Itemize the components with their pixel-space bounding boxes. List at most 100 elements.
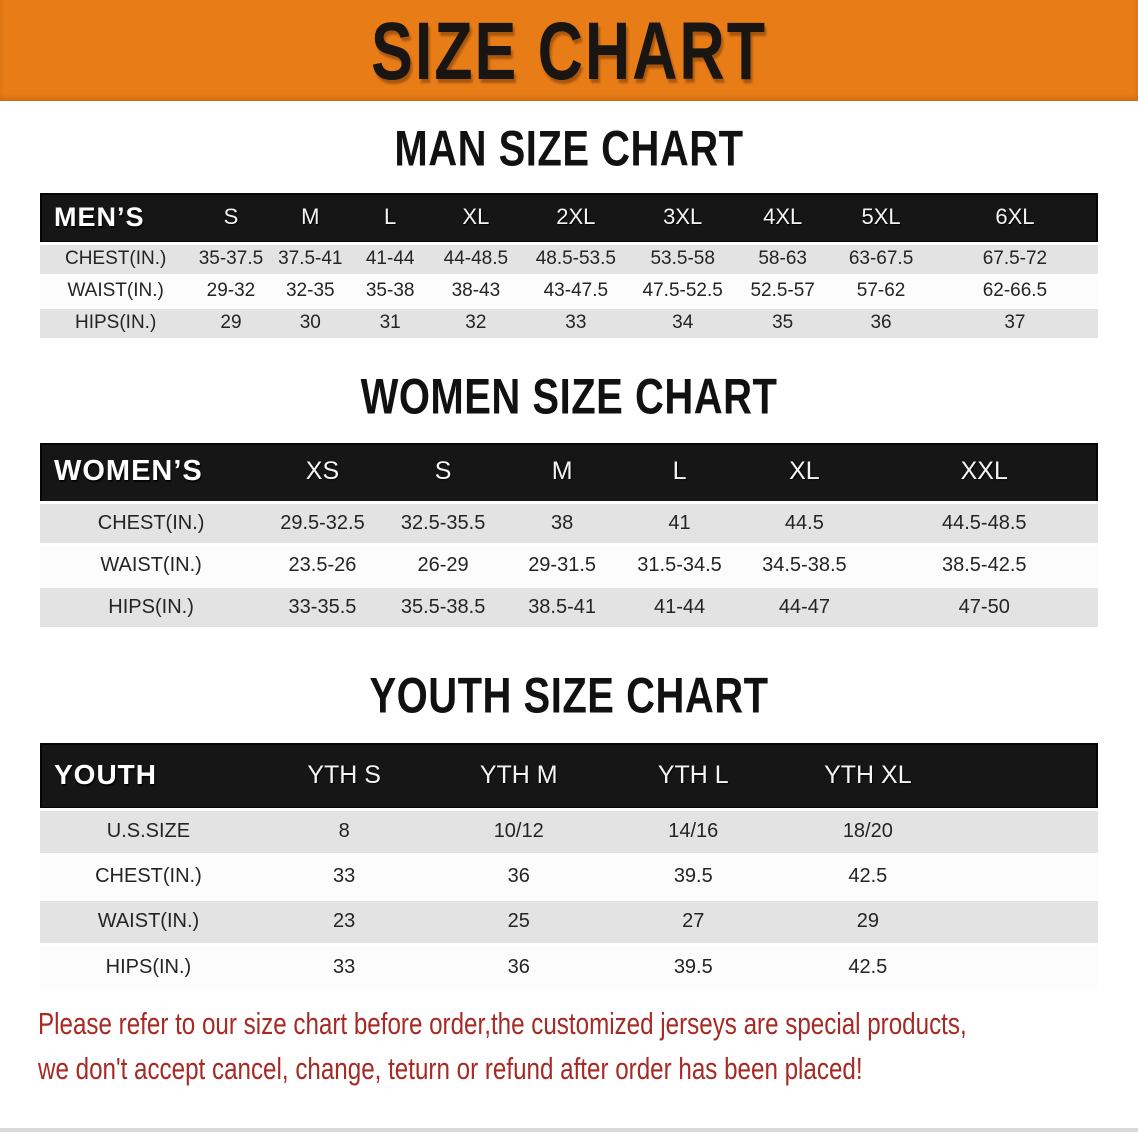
table-header-row: WOMEN’S XS S M L XL XXL (40, 442, 1098, 503)
size-value: 35.5-38.5 (400, 596, 486, 618)
disclaimer-line-2: we don't accept cancel, change, teturn o… (38, 1051, 863, 1086)
size-value: 47.5-52.5 (642, 280, 723, 301)
size-column-header: XXL (960, 457, 1008, 486)
row-label: WAIST(IN.) (67, 280, 164, 301)
size-value: 36 (507, 955, 530, 978)
size-column-header: S (434, 457, 452, 486)
spacer-cell (955, 899, 1098, 944)
size-value: 30 (299, 312, 321, 333)
size-column-header: 6XL (995, 204, 1035, 230)
size-column-header: XL (789, 457, 820, 486)
size-value: 42.5 (848, 865, 888, 887)
size-value: 37.5-41 (278, 248, 343, 269)
group-label: MEN’S (54, 201, 145, 232)
size-value: 38-43 (451, 280, 501, 301)
size-column-header: YTH XL (824, 760, 912, 789)
size-value: 29.5-32.5 (280, 512, 365, 534)
size-column-header: 2XL (556, 204, 596, 230)
disclaimer-text: Please refer to our size chart before or… (0, 1001, 1138, 1091)
size-value: 25 (507, 910, 530, 932)
spacer-cell (955, 743, 1098, 809)
size-value: 26-29 (417, 554, 469, 576)
size-value: 36 (870, 312, 892, 333)
size-value: 32.5-35.5 (400, 512, 486, 534)
size-value: 44-48.5 (443, 248, 509, 269)
spacer-cell (955, 854, 1098, 899)
size-value: 27 (682, 910, 705, 932)
women-size-table: WOMEN’S XS S M L XL XXL CHEST(IN.) 29.5-32.5 32.5… (40, 442, 1098, 631)
row-label: CHEST(IN.) (97, 512, 205, 534)
banner: SIZE CHART (0, 0, 1138, 101)
size-value: 35-37.5 (198, 248, 264, 269)
row-label: HIPS(IN.) (75, 312, 157, 333)
size-value: 41-44 (653, 596, 706, 618)
size-value: 58-63 (758, 248, 807, 269)
size-value: 32-35 (285, 280, 335, 301)
size-value: 39.5 (673, 955, 713, 978)
size-value: 43-47.5 (543, 280, 609, 301)
size-value: 33 (333, 865, 356, 887)
disclaimer-line-1: Please refer to our size chart before or… (38, 1006, 967, 1041)
row-label: CHEST(IN.) (95, 865, 202, 887)
size-value: 31 (379, 312, 401, 333)
table-header-row: MEN’S S M L XL 2XL 3XL 4XL 5XL 6XL (40, 193, 1098, 243)
size-value: 57-62 (856, 280, 906, 301)
size-value: 62-66.5 (982, 280, 1048, 301)
size-value: 36 (507, 865, 530, 887)
youth-size-chart-title: YOUTH SIZE CHART (369, 668, 769, 724)
row-label: U.S.SIZE (106, 820, 191, 842)
size-value: 41 (668, 512, 691, 534)
table-row: CHEST(IN.) 29.5-32.5 32.5-35.5 38 41 44.5 44.5… (40, 502, 1098, 545)
table-row: CHEST(IN.) 33 36 39.5 42.5 (40, 854, 1098, 899)
size-value: 35-38 (365, 280, 415, 301)
size-column-header: M (551, 457, 573, 486)
size-column-header: XL (462, 204, 490, 230)
size-value: 35 (772, 312, 794, 333)
size-value: 53.5-58 (650, 248, 715, 269)
table-row: U.S.SIZE 8 10/12 14/16 18/20 (40, 809, 1098, 854)
row-label: CHEST(IN.) (64, 248, 167, 269)
youth-size-section: YOUTH SIZE CHART YOUTH YTH S YTH M YTH L YTH… (0, 669, 1138, 989)
size-value: 10/12 (493, 820, 544, 842)
size-value: 34 (672, 312, 694, 333)
size-value: 52.5-57 (750, 280, 815, 301)
size-value: 33 (333, 955, 356, 978)
men-size-table: MEN’S S M L XL 2XL 3XL 4XL 5XL 6XL CHEST(IN.) 35-37… (40, 193, 1098, 341)
table-row: HIPS(IN.) 33-35.5 35.5-38.5 38.5-41 41-44 44-… (40, 586, 1098, 629)
size-value: 41-44 (365, 248, 415, 269)
size-column-header: 3XL (663, 204, 703, 230)
table-row: WAIST(IN.) 29-32 32-35 35-38 38-43 43-47.5 47.… (40, 275, 1098, 307)
size-value: 44.5-48.5 (942, 512, 1027, 534)
women-size-chart-title: WOMEN SIZE CHART (360, 369, 778, 424)
size-value: 14/16 (668, 820, 719, 842)
table-row: WAIST(IN.) 23.5-26 26-29 29-31.5 31.5-34.5 34… (40, 544, 1098, 587)
man-size-chart-title: MAN SIZE CHART (394, 121, 744, 177)
size-value: 67.5-72 (982, 248, 1048, 269)
row-label: HIPS(IN.) (108, 596, 194, 618)
youth-size-table: YOUTH YTH S YTH M YTH L YTH XL U.S.SIZE 8 10/12… (40, 743, 1098, 989)
size-value: 38 (550, 512, 574, 534)
table-row: WAIST(IN.) 23 25 27 29 (40, 899, 1098, 944)
size-value: 44-47 (778, 596, 830, 618)
size-value: 29 (856, 910, 879, 932)
man-size-section: MAN SIZE CHART MEN’S S M L XL 2XL 3XL 4XL 5XL 6XL… (0, 122, 1138, 341)
size-column-header: M (301, 204, 320, 230)
size-value: 48.5-53.5 (535, 248, 616, 269)
group-label: YOUTH (54, 759, 157, 791)
table-header-row: YOUTH YTH S YTH M YTH L YTH XL (40, 743, 1098, 809)
size-column-header: 5XL (861, 204, 901, 230)
size-column-header: L (384, 204, 397, 230)
size-value: 23 (333, 910, 356, 932)
size-column-header: S (223, 204, 239, 230)
youth-size-table: YOUTH YTH S YTH M YTH L YTH XL U.S.SIZE 8 10/12… (40, 743, 1098, 989)
size-column-header: XS (305, 457, 340, 486)
size-value: 29-32 (206, 280, 256, 301)
size-value: 31.5-34.5 (637, 554, 722, 576)
women-size-section: WOMEN SIZE CHART WOMEN’S XS S M L XL XXL CHEST(… (0, 369, 1138, 631)
size-value: 44.5 (784, 512, 824, 534)
table-row: HIPS(IN.) 33 36 39.5 42.5 (40, 944, 1098, 989)
table-row: CHEST(IN.) 35-37.5 37.5-41 41-44 44-48.5 48.5… (40, 243, 1098, 275)
page-title: SIZE CHART (371, 4, 767, 97)
size-column-header: YTH M (479, 760, 558, 789)
